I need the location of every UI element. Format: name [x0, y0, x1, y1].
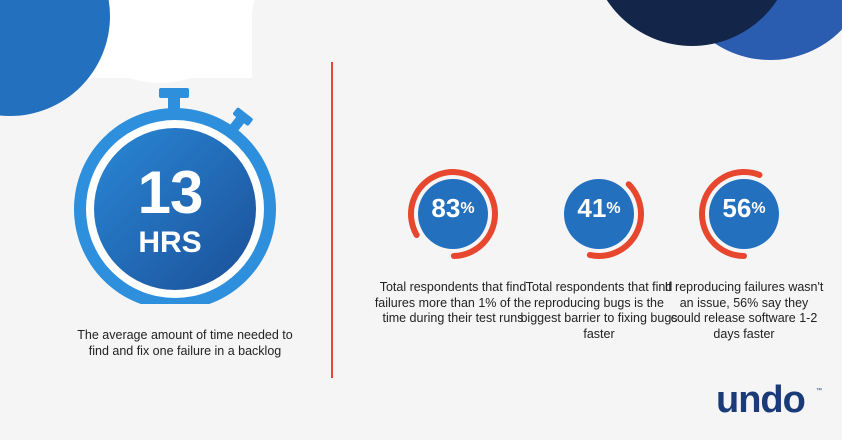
- stat-2-caption: Total respondents that find reproducing …: [520, 280, 678, 341]
- top-right-navy-circle: [606, 0, 778, 46]
- top-left-blue-circle: [0, 0, 110, 116]
- progress-arc: [408, 169, 498, 259]
- timer-caption: The average amount of time needed to fin…: [77, 328, 293, 358]
- stat-ring-graphic: [699, 169, 779, 259]
- timer-unit: HRS: [138, 226, 202, 259]
- stat-disc: [709, 179, 779, 249]
- stat-disc: [418, 179, 488, 249]
- progress-arc: [699, 169, 763, 259]
- stat-1-value: 83%: [431, 193, 475, 223]
- stat-ring-graphic: [408, 169, 498, 259]
- timer-value: 13: [137, 159, 204, 226]
- stat-disc: [564, 179, 634, 249]
- stopwatch-icon: [74, 88, 276, 304]
- stat-1-ring: 83%: [373, 166, 533, 266]
- undo-logo: undo: [716, 379, 806, 421]
- stat-2-value: 41%: [577, 193, 621, 223]
- top-left-white-circle: [65, 0, 255, 83]
- section-divider: [331, 62, 333, 378]
- stat-2-ring: 41%: [519, 166, 679, 266]
- progress-arc: [586, 181, 644, 259]
- stat-3-value: 56%: [722, 193, 766, 223]
- stat-3-caption: If reproducing failures wasn't an issue,…: [664, 280, 824, 341]
- stat-1-caption: Total respondents that find failures mor…: [374, 280, 532, 325]
- stat-3-ring: 56%: [664, 166, 824, 266]
- logo-trademark: ™: [816, 388, 822, 394]
- stat-ring-graphic: [564, 179, 644, 259]
